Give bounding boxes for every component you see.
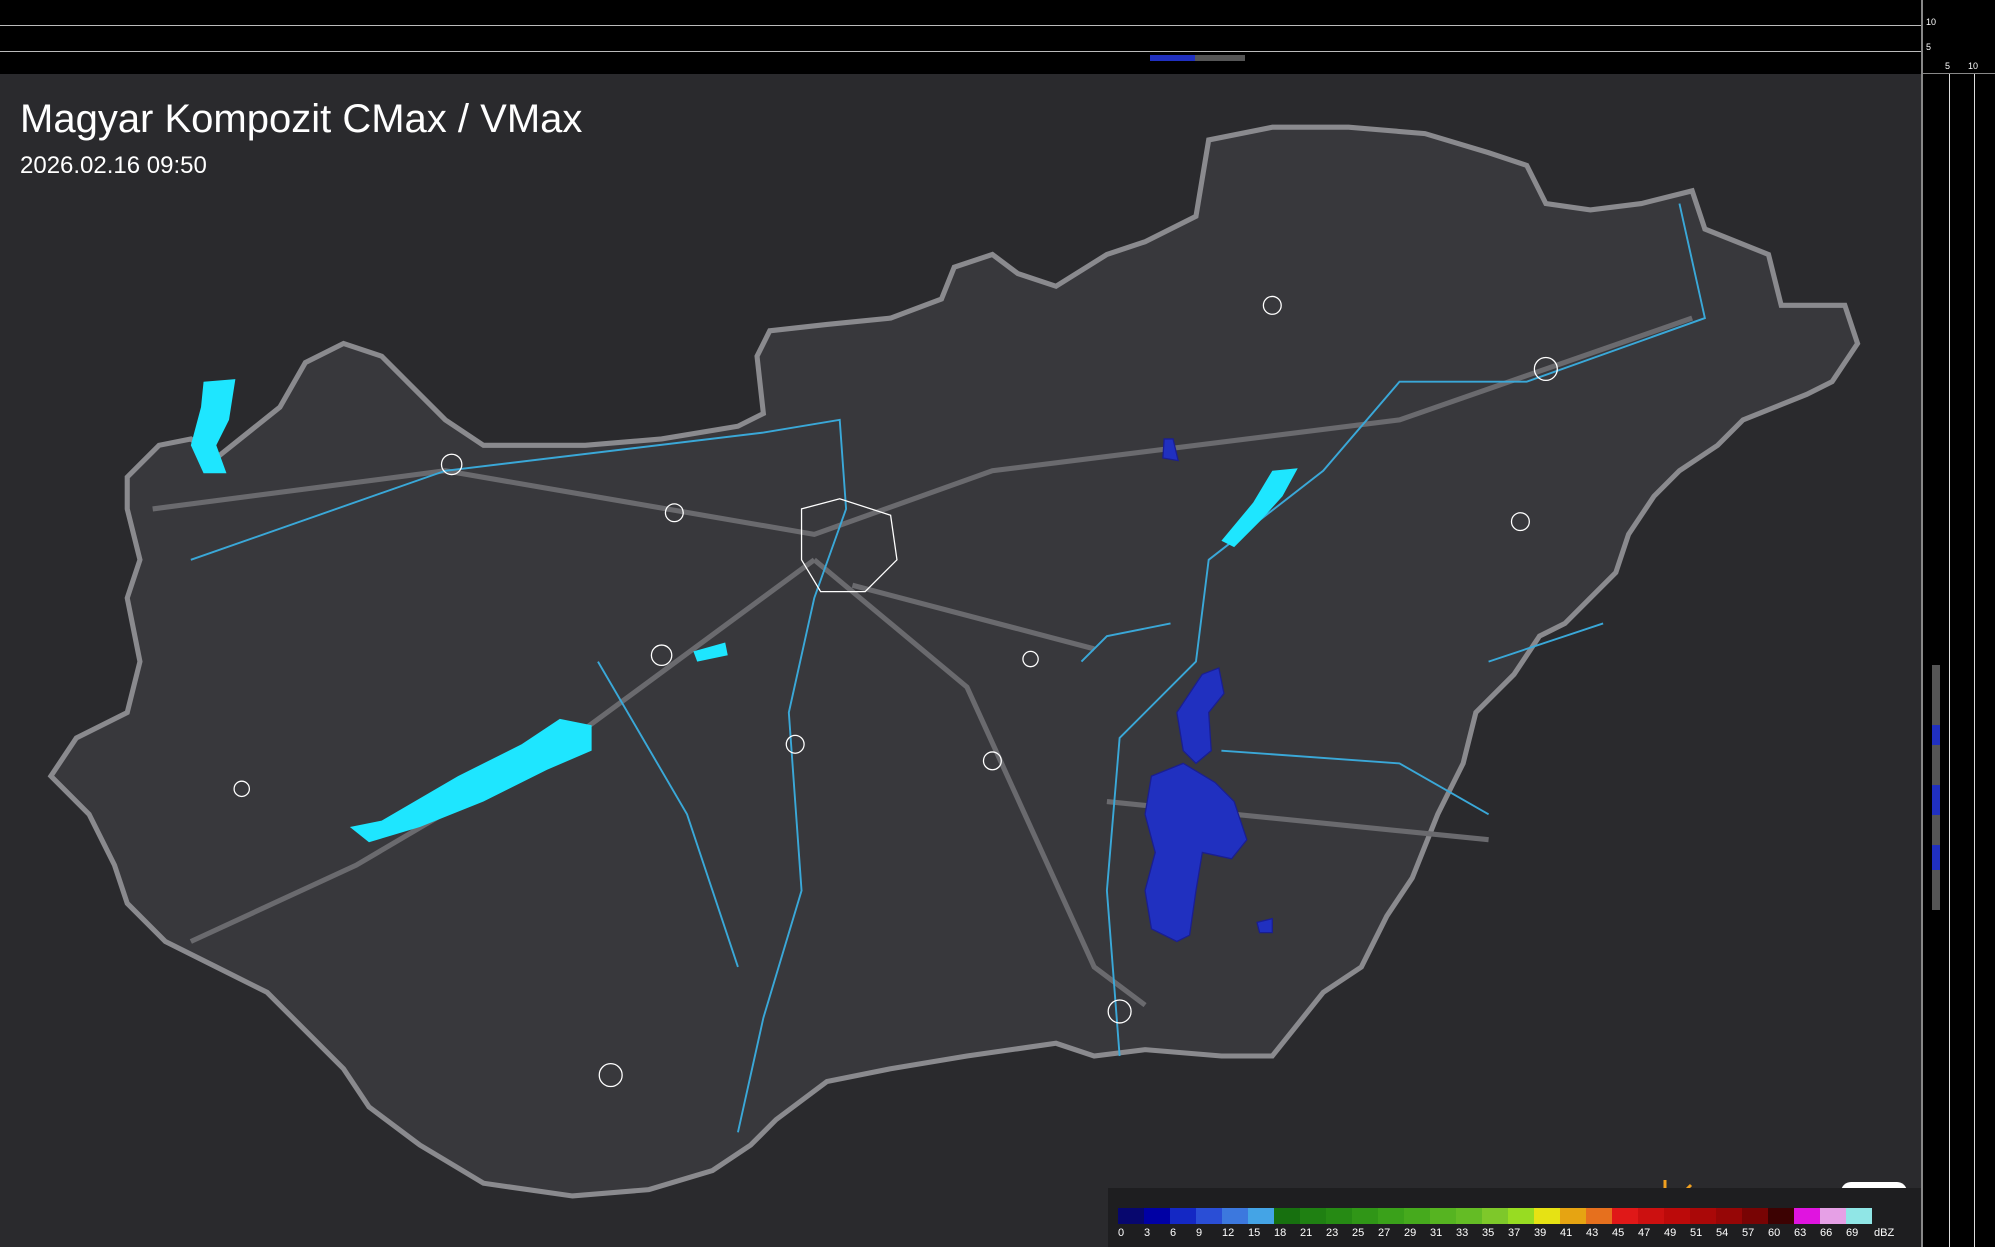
right-tick-10: 10 [1968, 61, 1979, 71]
legend-label: 63 [1794, 1227, 1807, 1239]
map-title: Magyar Kompozit CMax / VMax [20, 97, 583, 141]
hungary-border [47, 124, 1861, 1199]
lake-ferto [190, 379, 236, 474]
legend-cell-9 [1196, 1208, 1222, 1224]
radar-map[interactable]: metnet [0, 74, 1921, 1247]
legend-label: 23 [1326, 1227, 1339, 1239]
legend-cell-12 [1222, 1208, 1248, 1224]
legend-label: 69 [1846, 1227, 1859, 1239]
legend-label: 15 [1248, 1227, 1261, 1239]
legend-cell-35 [1482, 1208, 1508, 1224]
legend-cell-6 [1170, 1208, 1196, 1224]
legend-label: 41 [1560, 1227, 1573, 1239]
legend-cell-21 [1300, 1208, 1326, 1224]
legend-cell-39 [1534, 1208, 1560, 1224]
top-tick-5: 5 [1926, 42, 1932, 52]
legend-label: 29 [1404, 1227, 1417, 1239]
legend-label: 25 [1352, 1227, 1365, 1239]
legend-label: 43 [1586, 1227, 1599, 1239]
legend-label: 0 [1118, 1227, 1125, 1239]
legend-cell-45 [1612, 1208, 1638, 1224]
lakes [190, 379, 1298, 843]
vertical-profile-top-panel [0, 0, 1921, 74]
profile-gridline-10 [0, 25, 1921, 26]
lake-tisza [1221, 468, 1298, 548]
legend-label: 3 [1144, 1227, 1151, 1239]
legend-label: 6 [1170, 1227, 1177, 1239]
legend-cell-0 [1118, 1208, 1144, 1224]
legend-cell-57 [1742, 1208, 1768, 1224]
lake-velence [693, 642, 728, 662]
legend-unit: dBZ [1874, 1227, 1895, 1239]
legend-cell-15 [1248, 1208, 1274, 1224]
legend-cell-54 [1716, 1208, 1742, 1224]
legend-label: 31 [1430, 1227, 1443, 1239]
legend-label: 21 [1300, 1227, 1313, 1239]
legend-cell-47 [1638, 1208, 1664, 1224]
legend-cell-29 [1404, 1208, 1430, 1224]
legend-label: 66 [1820, 1227, 1833, 1239]
legend-cell-49 [1664, 1208, 1690, 1224]
legend-label: 47 [1638, 1227, 1651, 1239]
legend-cell-31 [1430, 1208, 1456, 1224]
map-datetime: 2026.02.16 09:50 [20, 152, 207, 179]
legend-cell-25 [1352, 1208, 1378, 1224]
legend-label: 45 [1612, 1227, 1625, 1239]
legend-label: 51 [1690, 1227, 1703, 1239]
map-canvas [47, 124, 1861, 1199]
legend-label: 12 [1222, 1227, 1235, 1239]
legend-cell-60 [1768, 1208, 1794, 1224]
legend-label: 27 [1378, 1227, 1391, 1239]
legend-cell-37 [1508, 1208, 1534, 1224]
legend-cell-18 [1274, 1208, 1300, 1224]
legend-label: 57 [1742, 1227, 1755, 1239]
legend-cell-66 [1820, 1208, 1846, 1224]
legend-cell-33 [1456, 1208, 1482, 1224]
legend-cell-23 [1326, 1208, 1352, 1224]
legend-label: 9 [1196, 1227, 1203, 1239]
legend-color-bar [1118, 1208, 1872, 1224]
legend-label: 35 [1482, 1227, 1495, 1239]
legend-label: 37 [1508, 1227, 1521, 1239]
profile-echo-strip [1150, 55, 1245, 61]
legend-labels: 0 3 6 9 12 15 18 21 23 25 27 29 31 33 35 37 39 41 43 45 47 49… [1118, 1227, 1898, 1240]
legend-cell-41 [1560, 1208, 1586, 1224]
legend-label: 49 [1664, 1227, 1677, 1239]
legend-label: 33 [1456, 1227, 1469, 1239]
legend-cell-63 [1794, 1208, 1820, 1224]
radar-echo [1144, 438, 1273, 943]
legend-cell-69 [1846, 1208, 1872, 1224]
legend-label: 39 [1534, 1227, 1547, 1239]
city-outlines [233, 295, 1558, 1088]
legend-label: 18 [1274, 1227, 1287, 1239]
dbz-color-legend: 0 3 6 9 12 15 18 21 23 25 27 29 31 33 35 37 39 41 43 45 47 49… [1108, 1188, 1921, 1247]
vertical-profile-right-panel: 10 5 5 10 [1921, 0, 1995, 1247]
rivers [190, 203, 1706, 1133]
legend-cell-27 [1378, 1208, 1404, 1224]
legend-cell-51 [1690, 1208, 1716, 1224]
right-tick-5: 5 [1945, 61, 1951, 71]
legend-label: 54 [1716, 1227, 1729, 1239]
profile-echo-column [1932, 665, 1940, 910]
top-tick-10: 10 [1926, 17, 1937, 27]
legend-cell-43 [1586, 1208, 1612, 1224]
legend-cell-3 [1144, 1208, 1170, 1224]
profile-gridline-5 [0, 51, 1921, 52]
legend-label: 60 [1768, 1227, 1781, 1239]
lake-balaton [349, 718, 592, 843]
